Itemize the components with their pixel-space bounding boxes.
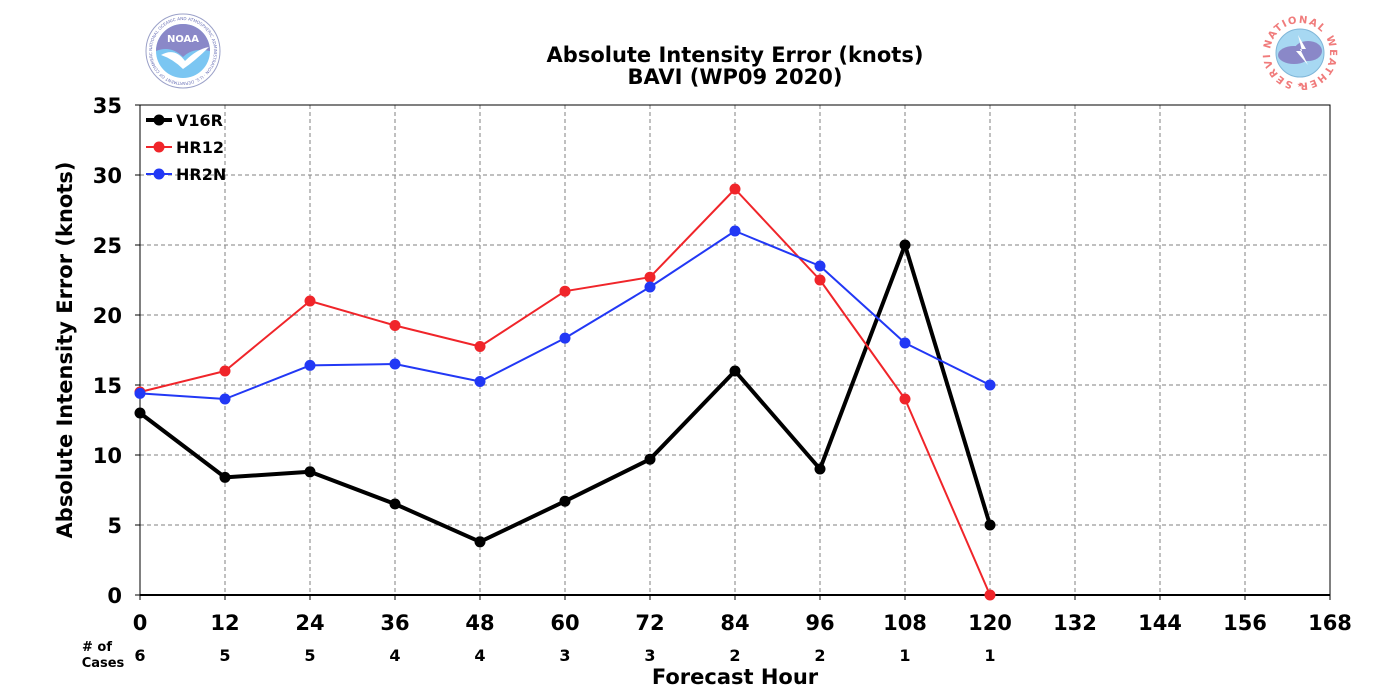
- data-point-v16r-96: [814, 463, 826, 475]
- grid: [140, 105, 1330, 595]
- data-point-hr2n-24: [304, 359, 316, 371]
- y-tick-label-20: 20: [93, 304, 122, 328]
- case-count-60: 3: [559, 646, 570, 665]
- cases-label-line1: # of: [82, 640, 112, 655]
- legend-marker-hr12: [153, 141, 165, 153]
- legend: V16R HR12 HR2N: [146, 111, 226, 184]
- case-count-48: 4: [474, 646, 485, 665]
- data-point-hr12-120: [984, 589, 996, 601]
- series-layer: [134, 183, 996, 601]
- svg-text:★: ★: [1297, 81, 1303, 89]
- noaa-logo: NATIONAL OCEANIC AND ATMOSPHERIC ADMINIS…: [145, 13, 221, 89]
- data-point-hr12-48: [474, 341, 486, 352]
- series-v16r: [134, 239, 996, 548]
- x-axis-label: Forecast Hour: [652, 665, 819, 689]
- data-point-v16r-120: [984, 519, 996, 531]
- legend-label-hr12: HR12: [176, 138, 224, 157]
- chart-subtitle: BAVI (WP09 2020): [628, 65, 843, 89]
- x-tick-label-120: 120: [968, 611, 1012, 635]
- data-point-hr12-36: [389, 320, 401, 331]
- x-tick-label-108: 108: [883, 611, 927, 635]
- case-count-24: 5: [304, 646, 315, 665]
- case-count-72: 3: [644, 646, 655, 665]
- data-point-hr2n-72: [644, 281, 656, 293]
- case-count-96: 2: [814, 646, 825, 665]
- y-tick-label-5: 5: [107, 514, 122, 538]
- case-count-108: 1: [899, 646, 910, 665]
- legend-marker-hr2n: [153, 168, 165, 180]
- data-point-hr2n-48: [474, 376, 486, 387]
- x-tick-label-48: 48: [465, 611, 494, 635]
- x-tick-label-132: 132: [1053, 611, 1097, 635]
- y-tick-labels: 0 5 10 15 20 25 30 35: [93, 94, 140, 608]
- series-hr2n: [134, 225, 996, 405]
- data-point-hr2n-84: [729, 225, 741, 237]
- y-tick-label-0: 0: [107, 584, 122, 608]
- y-tick-label-10: 10: [93, 444, 122, 468]
- data-point-v16r-0: [134, 407, 146, 419]
- data-point-hr12-96: [814, 274, 826, 286]
- x-tick-labels: 0 12 24 36 48 60 72 84 96 108 120 132 144 156 168: [133, 595, 1352, 635]
- y-tick-label-25: 25: [93, 234, 122, 258]
- data-point-v16r-60: [559, 495, 571, 507]
- case-count-36: 4: [389, 646, 400, 665]
- data-point-v16r-36: [389, 498, 401, 510]
- data-point-hr12-108: [899, 393, 911, 405]
- y-axis-label: Absolute Intensity Error (knots): [53, 162, 77, 539]
- y-tick-label-30: 30: [93, 164, 122, 188]
- data-point-hr2n-60: [559, 332, 571, 344]
- x-tick-label-156: 156: [1223, 611, 1267, 635]
- x-tick-label-12: 12: [210, 611, 239, 635]
- x-tick-label-60: 60: [550, 611, 579, 635]
- x-tick-label-84: 84: [720, 611, 749, 635]
- data-point-hr2n-108: [899, 337, 911, 349]
- data-point-hr2n-120: [984, 379, 996, 391]
- noaa-logo-text: NOAA: [167, 34, 199, 45]
- chart-title: Absolute Intensity Error (knots): [547, 43, 924, 67]
- x-tick-label-24: 24: [295, 611, 324, 635]
- data-point-v16r-24: [304, 466, 316, 478]
- cases-label-line2: Cases: [82, 656, 125, 671]
- case-count-0: 6: [134, 646, 145, 665]
- data-point-hr2n-96: [814, 260, 826, 272]
- x-tick-label-144: 144: [1138, 611, 1182, 635]
- legend-marker-v16r: [153, 114, 165, 126]
- data-point-v16r-48: [474, 536, 486, 548]
- data-point-hr12-72: [644, 271, 656, 283]
- data-point-hr12-60: [559, 285, 571, 297]
- data-point-hr2n-0: [134, 387, 146, 399]
- case-count-120: 1: [984, 646, 995, 665]
- data-point-hr2n-12: [219, 393, 231, 405]
- series-hr12: [134, 183, 996, 601]
- data-point-hr2n-36: [389, 358, 401, 370]
- nws-logo: NATIONAL WEATHER SERVICE ★: [1262, 15, 1337, 91]
- data-point-v16r-108: [899, 239, 911, 251]
- y-tick-label-35: 35: [93, 94, 122, 118]
- legend-label-v16r: V16R: [176, 111, 223, 130]
- x-tick-label-168: 168: [1308, 611, 1352, 635]
- x-tick-label-96: 96: [805, 611, 834, 635]
- x-tick-label-0: 0: [133, 611, 148, 635]
- case-count-12: 5: [219, 646, 230, 665]
- data-point-v16r-12: [219, 471, 231, 483]
- data-point-hr12-84: [729, 183, 741, 195]
- cases-row: 6 5 5 4 4 3 3 2 2 1 1: [134, 646, 995, 665]
- data-point-hr12-24: [304, 295, 316, 307]
- data-point-v16r-84: [729, 365, 741, 377]
- data-point-hr12-12: [219, 365, 231, 377]
- data-point-v16r-72: [644, 453, 656, 465]
- x-tick-label-36: 36: [380, 611, 409, 635]
- case-count-84: 2: [729, 646, 740, 665]
- legend-label-hr2n: HR2N: [176, 165, 226, 184]
- x-tick-label-72: 72: [635, 611, 664, 635]
- y-tick-label-15: 15: [93, 374, 122, 398]
